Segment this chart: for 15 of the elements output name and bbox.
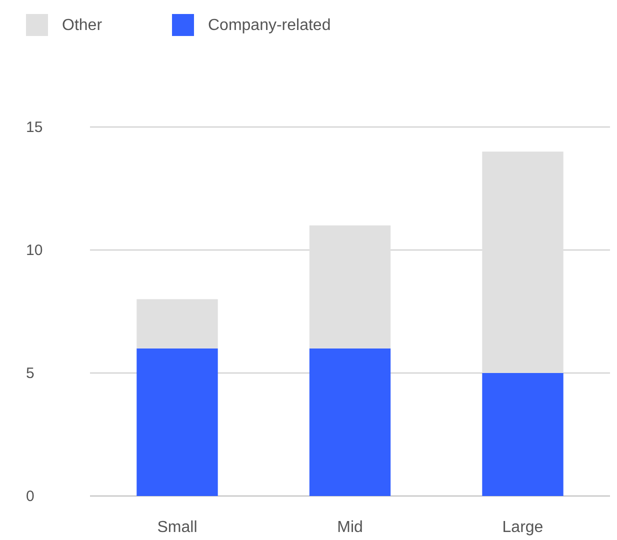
- y-tick-label: 15: [26, 119, 43, 136]
- y-tick-label: 0: [26, 488, 34, 505]
- bar: [136, 299, 218, 348]
- bar: [309, 348, 391, 496]
- legend-label: Other: [62, 17, 103, 34]
- bar: [482, 152, 564, 373]
- x-tick-label: Mid: [337, 519, 363, 536]
- x-tick-label: Large: [502, 519, 544, 536]
- x-tick-label: Small: [157, 519, 198, 536]
- bar: [309, 225, 391, 348]
- bar: [482, 373, 564, 496]
- bar: [136, 348, 218, 496]
- y-tick-label: 5: [26, 365, 34, 382]
- legend-label: Company-related: [208, 17, 331, 34]
- y-tick-label: 10: [26, 242, 43, 259]
